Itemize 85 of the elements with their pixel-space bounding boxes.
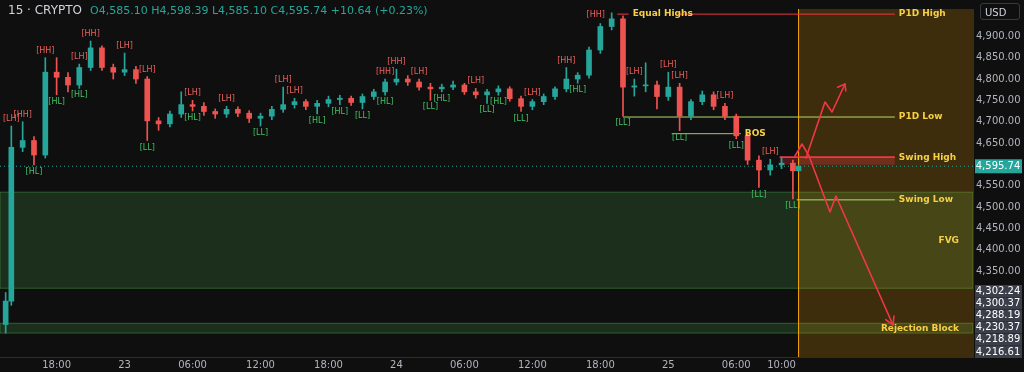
annotation: [LH] [184, 88, 201, 98]
chart-title: 15 · CRYPTO [8, 3, 83, 17]
annotation: [HL] [184, 113, 201, 123]
series-label: P1D High [898, 8, 946, 19]
annotation: [LH] [116, 41, 133, 51]
annotation: [HL] [70, 90, 88, 100]
x-tick-label: 23 [118, 358, 131, 370]
annotation: [HL] [25, 166, 43, 176]
y-tick-label: 4,450.00 [976, 222, 1021, 234]
candlestick [336, 94, 343, 105]
annotation: [HH] [81, 29, 100, 39]
x-tick-label: 06:00 [721, 358, 751, 370]
series-label: Swing High [898, 151, 957, 162]
annotation: [LH] [761, 147, 779, 157]
y-tick-label: 4,650.00 [976, 136, 1021, 148]
x-tick-label: 10:00 [767, 358, 796, 370]
x-tick-label: 06:00 [450, 358, 479, 370]
annotation: [LH] [70, 52, 88, 62]
annotation: [HH] [387, 57, 406, 67]
annotation: [LH] [274, 75, 292, 85]
chart-subtitle: O4,585.10 H4,598.39 L4,585.10 C4,595.74 +10.64 (+0.23%) [90, 4, 428, 17]
y-tick-label: 4,750.00 [976, 93, 1021, 105]
annotation: [LL] [139, 142, 155, 152]
annotation: [HH] [36, 45, 55, 55]
y-tick-label: 4,900.00 [976, 29, 1021, 41]
band-label: FVG [938, 234, 959, 245]
y-tick-label: 4,350.00 [976, 264, 1021, 276]
annotation: [HL] [308, 116, 326, 126]
annotation: [LL] [751, 189, 767, 199]
text: 4,230.37 [975, 321, 1021, 333]
candlestick [280, 86, 287, 113]
y-tick-label: 4,850.00 [976, 51, 1021, 63]
series-label: BOS [744, 128, 766, 139]
annotation: [LH] [467, 76, 485, 86]
text: 4,300.37 [975, 296, 1021, 308]
annotation: [LL] [354, 110, 371, 120]
series-label: P1D Low [898, 111, 943, 122]
annotation: [HH] [375, 67, 395, 77]
annotation: [HL] [433, 93, 451, 103]
annotation: [LH] [625, 67, 643, 77]
annotation: [LL] [615, 118, 631, 128]
y-tick-label: 4,400.00 [976, 243, 1021, 255]
x-tick-label: 18:00 [585, 358, 615, 370]
annotation: [LH] [218, 94, 235, 104]
x-tick-label: 18:00 [42, 358, 72, 370]
annotation: [LH] [716, 91, 734, 101]
annotation: [HL] [569, 85, 587, 95]
annotation: [HH] [557, 55, 576, 65]
x-tick-label: 25 [661, 358, 675, 370]
annotation: [LL] [422, 102, 439, 112]
y-tick-label: 4,550.00 [976, 179, 1021, 191]
series-label: Swing Low [898, 194, 953, 205]
annotation: [LL] [479, 105, 495, 115]
band-label: Rejection Block [880, 322, 961, 333]
text: 4,302.24 [975, 284, 1021, 296]
ref-line-label: 4,595.74 [975, 159, 1021, 171]
annotation: [HL] [376, 97, 394, 107]
annotation: [HL] [48, 96, 65, 106]
annotation: [LH] [659, 60, 677, 70]
series-label: Equal Highs [632, 8, 693, 19]
annotation: [LL] [513, 113, 529, 123]
annotation: [LH] [410, 67, 428, 77]
y-tick-label: 4,700.00 [976, 115, 1021, 127]
y-axis-title: USD [980, 3, 1020, 20]
annotation: [LH] [524, 87, 541, 97]
y-tick-label: 4,800.00 [976, 72, 1021, 84]
text: 4,218.89 [975, 333, 1021, 345]
annotation: [LL] [672, 132, 688, 142]
annotation: [LH] [138, 64, 156, 74]
x-tick-label: 06:00 [178, 358, 207, 370]
text: 4,216.61 [975, 345, 1021, 357]
annotation: [LH] [286, 86, 303, 96]
x-tick-label: 18:00 [314, 358, 343, 370]
annotation: [HL] [331, 106, 349, 116]
annotation: [HL] [490, 97, 507, 107]
x-tick-label: 12:00 [517, 358, 547, 370]
text: 4,288.19 [975, 308, 1021, 320]
annotation: [HH] [586, 9, 605, 19]
y-tick-label: 4,500.00 [976, 200, 1021, 212]
annotation: [LL] [252, 128, 269, 138]
x-tick-label: 24 [390, 358, 403, 370]
candlestick [790, 159, 796, 200]
annotation: [LH] [671, 71, 688, 81]
x-tick-label: 12:00 [246, 358, 275, 370]
annotation: [LL] [728, 140, 744, 150]
